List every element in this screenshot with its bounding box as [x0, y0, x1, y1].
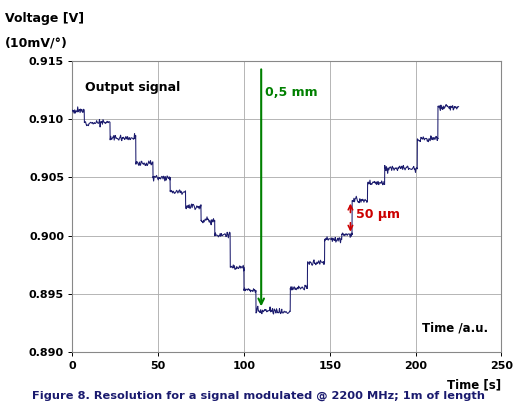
Text: Voltage [V]: Voltage [V] [5, 12, 84, 25]
Text: Output signal: Output signal [85, 81, 180, 94]
Text: 0,5 mm: 0,5 mm [265, 86, 317, 99]
Text: Time [s]: Time [s] [447, 379, 501, 392]
Text: (10mV/°): (10mV/°) [5, 36, 68, 49]
Text: Figure 8. Resolution for a signal modulated @ 2200 MHz; 1m of length: Figure 8. Resolution for a signal modula… [32, 391, 485, 401]
Text: 50 μm: 50 μm [356, 208, 400, 221]
Text: Time /a.u.: Time /a.u. [422, 322, 489, 335]
